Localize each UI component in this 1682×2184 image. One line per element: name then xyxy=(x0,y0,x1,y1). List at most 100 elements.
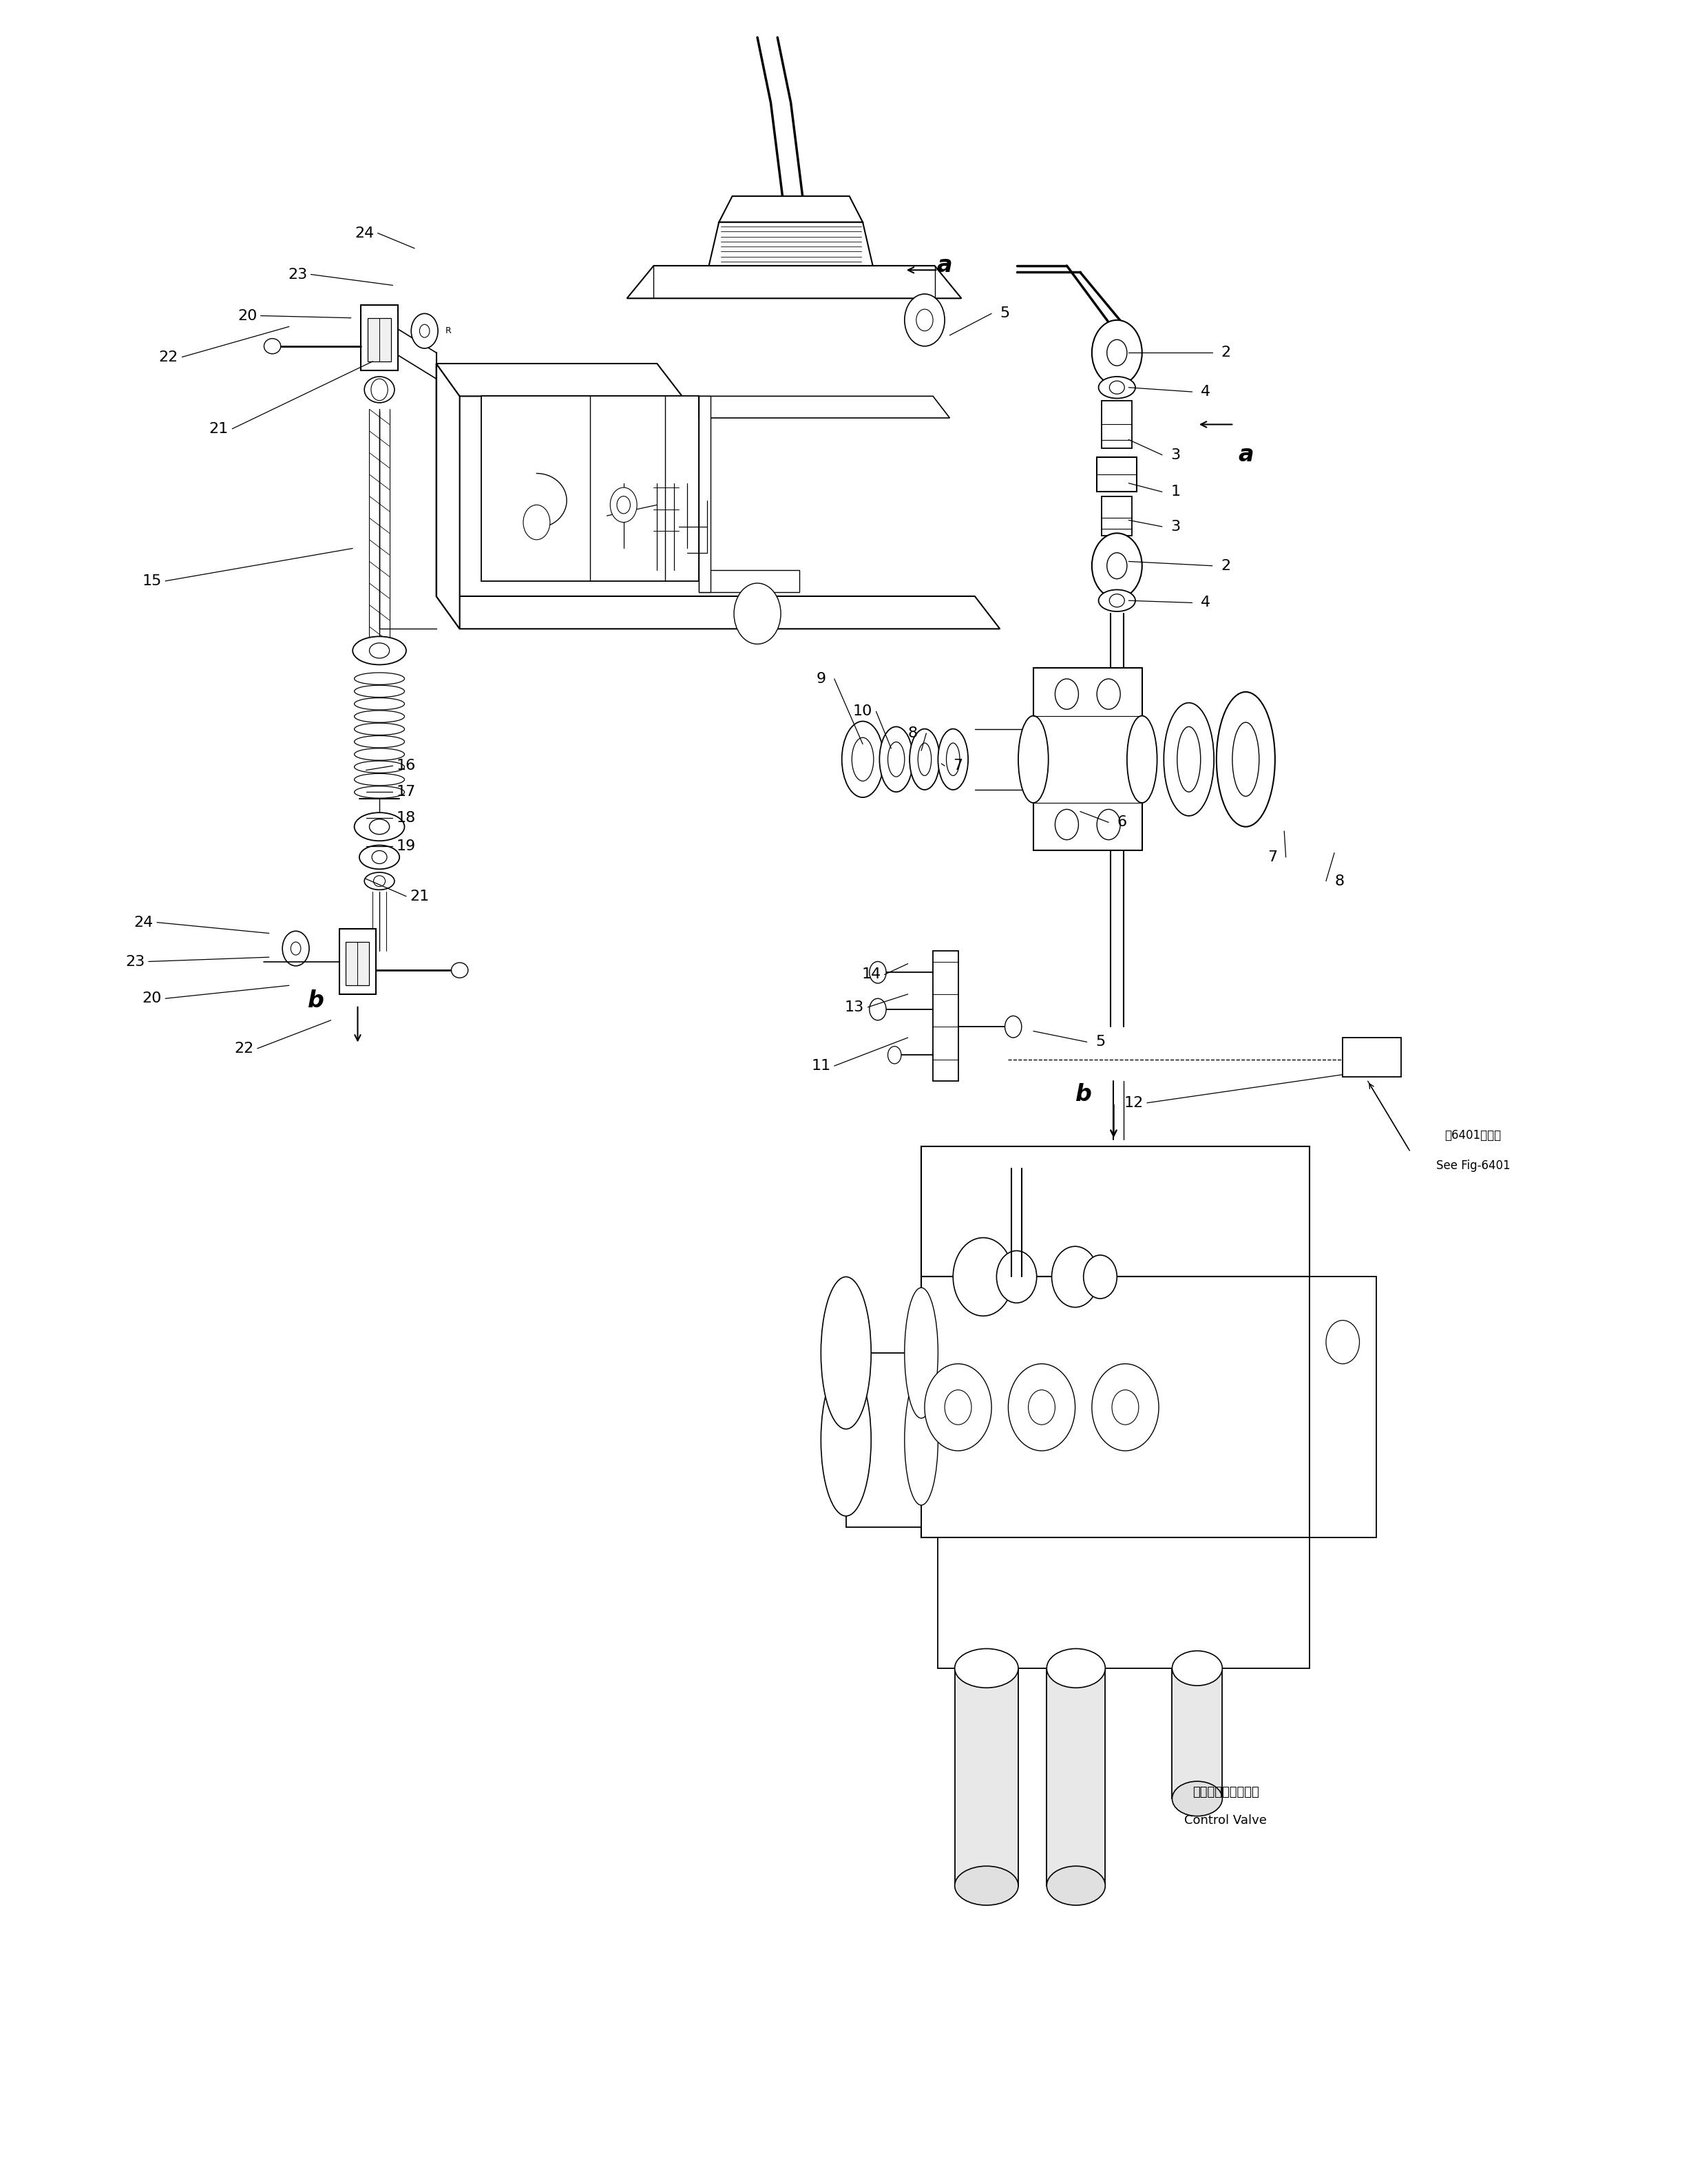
Circle shape xyxy=(1092,533,1142,598)
Ellipse shape xyxy=(888,743,905,778)
Ellipse shape xyxy=(355,710,404,723)
Text: 4: 4 xyxy=(1201,384,1211,400)
Bar xyxy=(922,1278,1309,1538)
Ellipse shape xyxy=(905,1374,939,1505)
Circle shape xyxy=(1028,1389,1055,1424)
Text: a: a xyxy=(937,253,952,277)
Bar xyxy=(1102,400,1132,448)
Ellipse shape xyxy=(264,339,281,354)
Ellipse shape xyxy=(1098,590,1135,612)
Circle shape xyxy=(954,1238,1013,1317)
Ellipse shape xyxy=(370,819,390,834)
Bar xyxy=(346,941,370,985)
Ellipse shape xyxy=(355,723,404,736)
Polygon shape xyxy=(436,363,459,629)
Ellipse shape xyxy=(1216,692,1275,828)
Bar xyxy=(368,319,392,360)
Circle shape xyxy=(1097,679,1120,710)
Text: コントロールバルブ: コントロールバルブ xyxy=(1193,1787,1258,1797)
Polygon shape xyxy=(436,363,683,395)
Circle shape xyxy=(291,941,301,954)
Circle shape xyxy=(870,998,886,1020)
Text: 10: 10 xyxy=(853,705,873,719)
Ellipse shape xyxy=(355,786,404,797)
Text: 4: 4 xyxy=(1201,596,1211,609)
Ellipse shape xyxy=(365,871,395,889)
Polygon shape xyxy=(698,395,950,417)
Ellipse shape xyxy=(841,721,883,797)
Text: 22: 22 xyxy=(160,349,178,365)
Bar xyxy=(934,950,959,1081)
Ellipse shape xyxy=(1110,380,1125,393)
Ellipse shape xyxy=(372,850,387,863)
Ellipse shape xyxy=(370,642,390,657)
Text: 8: 8 xyxy=(908,727,918,740)
Circle shape xyxy=(1325,1321,1359,1363)
Text: 17: 17 xyxy=(397,784,415,799)
Bar xyxy=(955,1669,1018,1885)
Text: 21: 21 xyxy=(410,889,429,904)
Bar xyxy=(1309,1278,1376,1538)
Ellipse shape xyxy=(1164,703,1214,817)
Circle shape xyxy=(917,310,934,332)
Bar xyxy=(698,570,799,592)
Ellipse shape xyxy=(1046,1865,1105,1904)
Ellipse shape xyxy=(905,1289,939,1417)
Ellipse shape xyxy=(955,1865,1018,1904)
Ellipse shape xyxy=(918,743,932,775)
Circle shape xyxy=(1107,341,1127,365)
Text: 3: 3 xyxy=(1171,448,1181,461)
Text: 第6401図参照: 第6401図参照 xyxy=(1445,1129,1502,1142)
Polygon shape xyxy=(708,223,873,266)
Text: 2: 2 xyxy=(1221,345,1231,360)
Circle shape xyxy=(870,961,886,983)
Bar xyxy=(481,395,698,581)
Text: 20: 20 xyxy=(143,992,161,1005)
Bar xyxy=(1033,668,1142,850)
Text: 20: 20 xyxy=(237,308,257,323)
Circle shape xyxy=(996,1251,1036,1304)
Ellipse shape xyxy=(821,1363,871,1516)
Text: 8: 8 xyxy=(1334,874,1344,889)
Bar xyxy=(340,928,377,994)
Circle shape xyxy=(617,496,631,513)
Ellipse shape xyxy=(355,699,404,710)
Ellipse shape xyxy=(947,743,960,775)
Bar xyxy=(939,1538,1309,1669)
Text: b: b xyxy=(1075,1083,1092,1105)
Ellipse shape xyxy=(851,738,873,782)
Ellipse shape xyxy=(955,1649,1018,1688)
Circle shape xyxy=(1107,553,1127,579)
Ellipse shape xyxy=(373,876,385,887)
Text: Control Valve: Control Valve xyxy=(1184,1815,1267,1826)
Ellipse shape xyxy=(1018,716,1048,804)
Circle shape xyxy=(1083,1256,1117,1299)
Circle shape xyxy=(945,1389,972,1424)
Text: 14: 14 xyxy=(861,968,881,981)
Circle shape xyxy=(925,1363,991,1450)
Circle shape xyxy=(1055,679,1078,710)
Ellipse shape xyxy=(1098,376,1135,397)
Text: 23: 23 xyxy=(288,266,308,282)
Text: 23: 23 xyxy=(126,954,145,968)
Ellipse shape xyxy=(355,749,404,760)
Text: See Fig-6401: See Fig-6401 xyxy=(1436,1160,1510,1173)
Text: 15: 15 xyxy=(143,574,161,587)
Ellipse shape xyxy=(355,673,404,684)
Ellipse shape xyxy=(365,376,395,402)
Bar xyxy=(362,306,399,369)
Ellipse shape xyxy=(1172,1782,1223,1817)
Bar xyxy=(1097,456,1137,491)
Bar xyxy=(1102,496,1132,535)
Polygon shape xyxy=(436,596,999,629)
Ellipse shape xyxy=(451,963,468,978)
Circle shape xyxy=(419,325,429,339)
Text: 3: 3 xyxy=(1171,520,1181,533)
Ellipse shape xyxy=(821,1278,871,1428)
Circle shape xyxy=(1112,1389,1139,1424)
Circle shape xyxy=(1055,810,1078,841)
Ellipse shape xyxy=(1127,716,1157,804)
Text: 5: 5 xyxy=(1095,1035,1105,1048)
Text: 2: 2 xyxy=(1221,559,1231,572)
Circle shape xyxy=(1008,1363,1075,1450)
